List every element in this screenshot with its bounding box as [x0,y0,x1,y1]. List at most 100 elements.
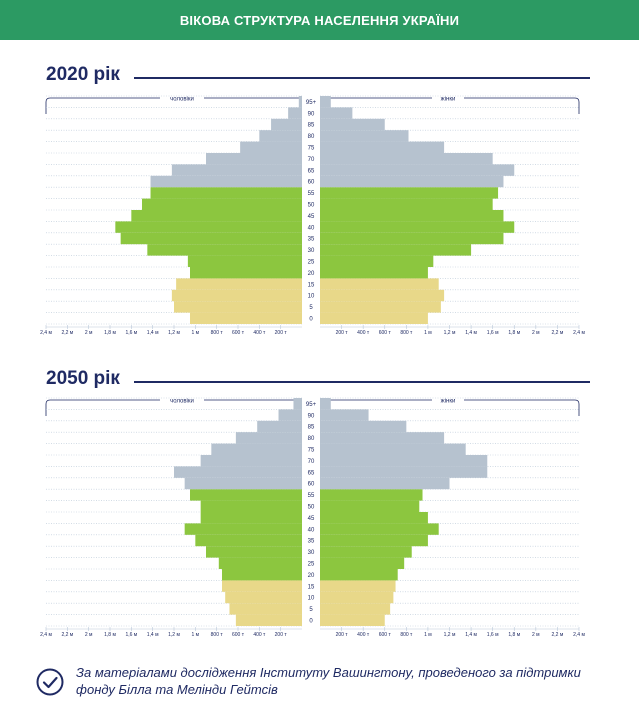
bar-men-65 [174,466,302,478]
women-label: жінки [441,97,456,103]
tick-label-right: 1,8 м [508,330,520,336]
source-note-line-1: За матеріалами дослідження Інституту Ваш… [76,665,581,680]
left-label-bg [160,94,204,102]
tick-label-left: 800 т [211,330,224,336]
right-bracket [320,97,580,114]
bar-women-0 [320,312,428,324]
age-label-65: 65 [308,470,315,476]
tick-label-left: 200 т [275,330,288,336]
tick-label-right: 1,2 м [444,330,456,336]
tick-label-right: 1,2 м [444,632,456,638]
age-label-60: 60 [308,482,315,488]
bar-women-0 [320,614,385,626]
tick-label-right: 2,2 м [552,330,564,336]
bar-men-90 [288,107,302,119]
bar-men-80 [259,130,302,142]
bar-women-75 [320,443,466,455]
age-label-80: 80 [308,436,315,442]
bar-men-25 [187,255,302,267]
bar-women-30 [320,244,472,256]
age-label-90: 90 [308,111,315,117]
bar-men-25 [218,557,302,569]
bar-women-80 [320,130,409,142]
men-label: чоловіки [170,399,194,405]
age-label-0: 0 [309,317,313,323]
age-label-55: 55 [308,191,315,197]
page-header: ВІКОВА СТРУКТУРА НАСЕЛЕННЯ УКРАЇНИ [0,0,639,40]
age-label-35: 35 [308,237,315,243]
tick-label-left: 2 м [85,632,93,638]
bar-women-10 [320,591,394,604]
tick-label-right: 200 т [336,632,349,638]
bar-women-65 [320,466,488,478]
age-label-15: 15 [308,282,315,288]
tick-label-left: 1,8 м [104,632,116,638]
chart-title-2050: 2050 рік [46,368,120,389]
right-label-bg [432,396,464,404]
bar-women-45 [320,512,428,524]
bar-women-35 [320,232,504,245]
bar-men-85 [257,420,302,433]
bar-women-15 [320,580,396,592]
age-label-95+: 95+ [306,100,317,106]
check-circle-icon [36,668,64,696]
bar-women-50 [320,500,420,512]
age-label-20: 20 [308,573,315,579]
tick-label-left: 1,2 м [168,632,180,638]
age-label-40: 40 [308,527,315,533]
tick-label-left: 1,6 м [125,330,137,336]
bar-men-40 [184,523,302,535]
age-label-10: 10 [308,294,315,300]
age-label-5: 5 [309,305,313,311]
bar-women-60 [320,175,504,188]
age-label-5: 5 [309,607,313,613]
bar-women-5 [320,301,441,313]
age-label-20: 20 [308,271,315,277]
tick-label-left: 200 т [275,632,288,638]
bar-men-80 [235,432,302,444]
bar-women-85 [320,118,385,131]
bar-women-20 [320,569,398,581]
age-label-60: 60 [308,180,315,186]
right-label-bg [432,94,464,102]
tick-label-left: 400 т [253,632,266,638]
tick-label-right: 600 т [379,632,392,638]
age-label-0: 0 [309,619,313,625]
bar-women-55 [320,187,499,199]
tick-label-right: 200 т [336,330,349,336]
age-label-45: 45 [308,214,315,220]
bar-men-55 [150,187,302,199]
age-label-50: 50 [308,505,315,511]
tick-label-left: 1,4 м [147,632,159,638]
age-label-55: 55 [308,493,315,499]
tick-label-right: 400 т [357,632,370,638]
tick-label-left: 1,4 м [147,330,159,336]
bar-men-40 [115,221,302,233]
tick-label-right: 1 м [424,330,432,336]
bar-men-5 [229,603,302,615]
bar-women-35 [320,534,428,547]
bar-women-20 [320,267,428,279]
right-bracket [320,399,580,416]
age-label-85: 85 [308,123,315,129]
tick-label-left: 400 т [253,330,266,336]
bar-women-95+ [320,398,331,410]
men-label: чоловіки [170,97,194,103]
tick-label-right: 800 т [400,632,413,638]
bar-women-40 [320,523,439,535]
bar-men-35 [120,232,303,245]
bar-women-45 [320,210,504,222]
bar-men-55 [190,489,302,501]
left-bracket [45,399,302,416]
bar-women-70 [320,153,493,165]
tick-label-left: 1,8 м [104,330,116,336]
tick-label-right: 1,6 м [487,330,499,336]
tick-label-right: 2,4 м [573,632,585,638]
bar-men-95+ [298,96,302,108]
tick-label-left: 800 т [211,632,224,638]
bar-women-5 [320,603,391,615]
bar-women-95+ [320,96,331,108]
age-label-90: 90 [308,413,315,419]
age-label-15: 15 [308,584,315,590]
